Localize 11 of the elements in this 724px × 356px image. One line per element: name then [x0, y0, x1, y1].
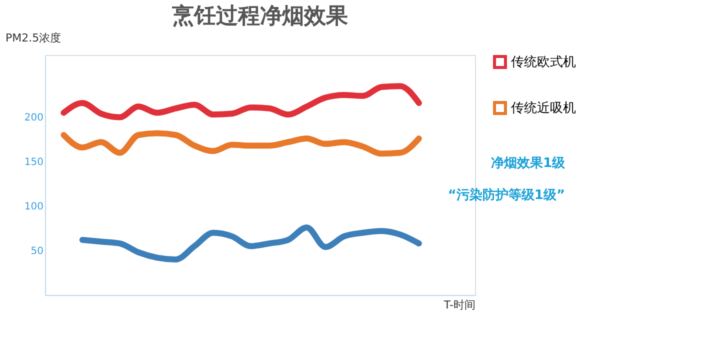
y-tick-label: 200 [24, 112, 44, 124]
y-tick-label: 50 [30, 246, 44, 258]
text: “污染防护等级1级” [448, 187, 565, 203]
y-axis-title: PM2.5浓度 [6, 32, 62, 44]
x-axis-title: T-时间 [442, 298, 476, 312]
chart-title: 烹饪过程净烟效果 [171, 3, 349, 29]
y-tick-label: 150 [24, 157, 44, 168]
legend-label: 传统欧式机 [511, 55, 576, 70]
y-tick-label: 100 [24, 202, 44, 213]
text: 净烟效果1级 [490, 156, 566, 171]
legend-label: 传统近吸机 [511, 101, 576, 116]
